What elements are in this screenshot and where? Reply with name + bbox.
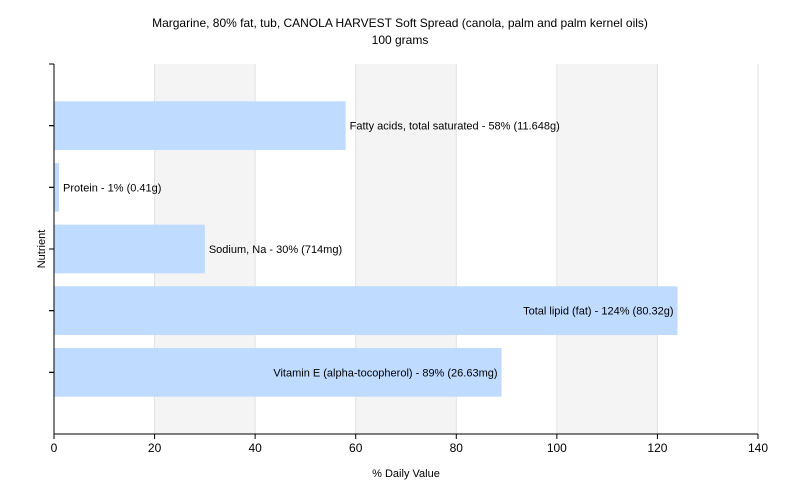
x-tick-label-0: 0 bbox=[51, 441, 58, 455]
x-axis-ticks: 0 20 40 60 80 100 120 140 bbox=[51, 434, 768, 455]
plot-band-6 bbox=[657, 64, 758, 434]
bar-0 bbox=[54, 101, 346, 151]
bar-label-4: Vitamin E (alpha-tocopherol) - 89% (26.6… bbox=[273, 367, 497, 379]
x-tick-label-5: 100 bbox=[547, 441, 567, 455]
x-tick-label-1: 20 bbox=[148, 441, 162, 455]
bar-3 bbox=[54, 286, 678, 336]
axes bbox=[49, 63, 758, 435]
bar-label-0: Fatty acids, total saturated - 58% (11.6… bbox=[350, 121, 560, 133]
bars bbox=[54, 101, 678, 397]
bar-label-2: Sodium, Na - 30% (714mg) bbox=[209, 244, 342, 256]
x-tick-label-3: 60 bbox=[349, 441, 363, 455]
bar-1 bbox=[54, 162, 60, 212]
x-tick-label-4: 80 bbox=[450, 441, 464, 455]
x-tick-label-2: 40 bbox=[248, 441, 262, 455]
bar-label-1: Protein - 1% (0.41g) bbox=[63, 182, 161, 194]
plot-band-5 bbox=[556, 64, 658, 434]
bar-4 bbox=[54, 347, 502, 397]
y-axis-label: Nutrient bbox=[36, 230, 48, 269]
chart-title: Margarine, 80% fat, tub, CANOLA HARVEST … bbox=[152, 16, 648, 30]
bar-labels: Fatty acids, total saturated - 58% (11.6… bbox=[63, 121, 674, 380]
x-axis-label: % Daily Value bbox=[372, 468, 440, 480]
bar-label-3: Total lipid (fat) - 124% (80.32g) bbox=[523, 306, 673, 318]
chart-subtitle: 100 grams bbox=[372, 33, 429, 47]
x-tick-label-7: 140 bbox=[748, 441, 768, 455]
x-tick-label-6: 120 bbox=[647, 441, 667, 455]
bar-2 bbox=[54, 224, 205, 274]
